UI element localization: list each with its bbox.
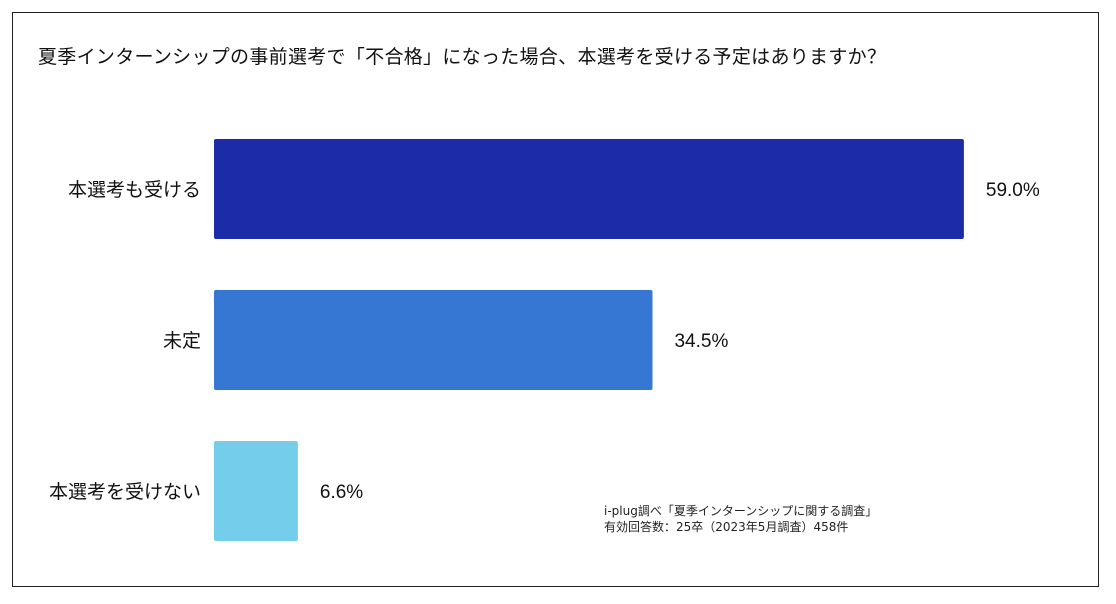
category-label-2: 未定 (163, 330, 201, 352)
value-label-2: 34.5% (674, 331, 728, 352)
bar-2 (214, 290, 653, 390)
value-label-3: 6.6% (320, 482, 363, 503)
source-note: i-plug調べ「夏季インターンシップに関する調査」 有効回答数：25卒（202… (604, 503, 877, 535)
bar-1 (214, 139, 964, 239)
source-note-line2: 有効回答数：25卒（2023年5月調査）458件 (604, 520, 849, 534)
category-label-1: 本選考も受ける (68, 179, 201, 201)
category-label-3: 本選考を受けない (49, 481, 201, 503)
bar-3 (214, 441, 298, 541)
value-label-1: 59.0% (986, 180, 1040, 201)
source-note-line1: i-plug調べ「夏季インターンシップに関する調査」 (604, 504, 878, 518)
chart-title: 夏季インターンシップの事前選考で「不合格」になった場合、本選考を受ける予定はあり… (38, 46, 887, 68)
